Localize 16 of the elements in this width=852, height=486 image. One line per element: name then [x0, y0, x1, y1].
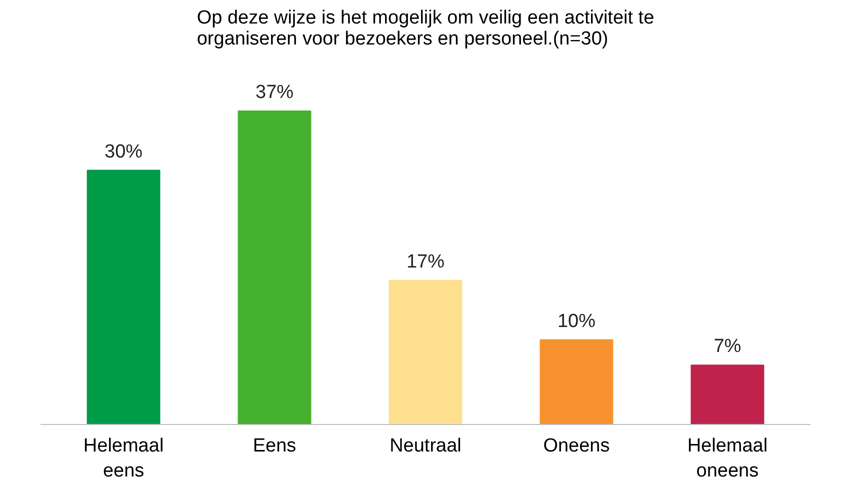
x-tick-label: Neutraal: [390, 436, 462, 456]
data-label: 10%: [557, 310, 596, 332]
x-tick-label: Eens: [252, 436, 296, 456]
data-label: 7%: [714, 336, 742, 358]
bar: [238, 110, 312, 424]
bar: [690, 364, 764, 424]
bar: [86, 170, 160, 424]
data-label: 37%: [256, 82, 294, 103]
data-label: 17%: [406, 251, 445, 272]
x-tick-label: Helemaal oneens: [687, 436, 768, 482]
chart-title: Op deze wijze is het mogelijk om veilig een activiteit te organiseren voor bezoekers en personeel.(n=30): [196, 8, 654, 50]
bar: [388, 280, 462, 424]
bar: [540, 339, 614, 424]
data-label: 30%: [104, 141, 143, 162]
x-tick-label: Helemaal eens: [83, 436, 164, 482]
x-tick-label: Oneens: [543, 436, 610, 456]
